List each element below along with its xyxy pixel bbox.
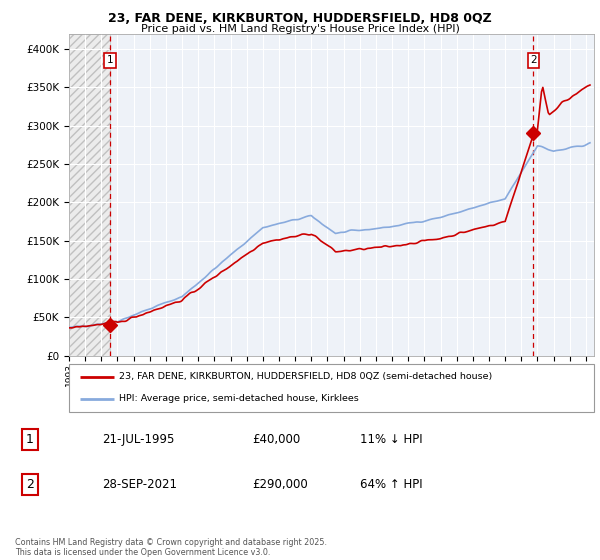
Bar [69,34,110,356]
Text: HPI: Average price, semi-detached house, Kirklees: HPI: Average price, semi-detached house,… [119,394,359,403]
Text: 28-SEP-2021: 28-SEP-2021 [102,478,177,491]
FancyBboxPatch shape [69,364,594,412]
Text: £40,000: £40,000 [252,433,300,446]
Bar [69,34,110,356]
Text: 11% ↓ HPI: 11% ↓ HPI [360,433,422,446]
Text: 21-JUL-1995: 21-JUL-1995 [102,433,175,446]
Text: 2: 2 [530,55,537,66]
Text: 23, FAR DENE, KIRKBURTON, HUDDERSFIELD, HD8 0QZ: 23, FAR DENE, KIRKBURTON, HUDDERSFIELD, … [108,12,492,25]
Text: Contains HM Land Registry data © Crown copyright and database right 2025.
This d: Contains HM Land Registry data © Crown c… [15,538,327,557]
Text: 23, FAR DENE, KIRKBURTON, HUDDERSFIELD, HD8 0QZ (semi-detached house): 23, FAR DENE, KIRKBURTON, HUDDERSFIELD, … [119,372,492,381]
Text: Price paid vs. HM Land Registry's House Price Index (HPI): Price paid vs. HM Land Registry's House … [140,24,460,34]
Text: 64% ↑ HPI: 64% ↑ HPI [360,478,422,491]
Text: 1: 1 [26,433,34,446]
Text: 2: 2 [26,478,34,491]
Text: 1: 1 [107,55,113,66]
Text: £290,000: £290,000 [252,478,308,491]
